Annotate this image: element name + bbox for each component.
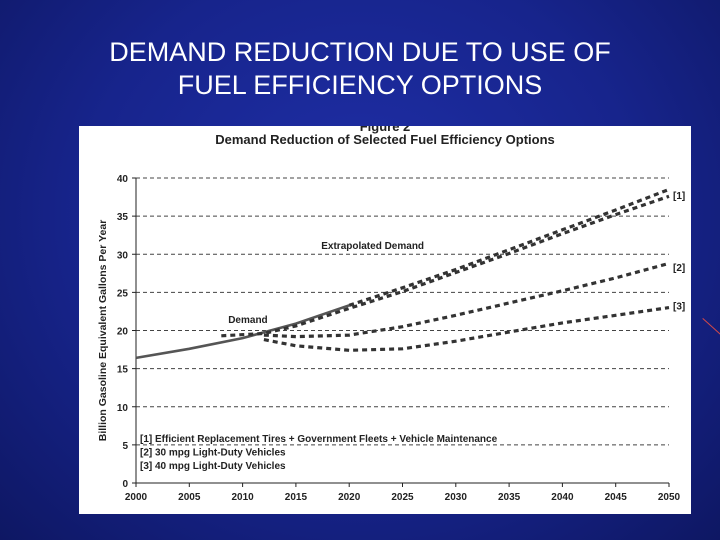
series-line-4: [263, 261, 670, 339]
y-tick-label-30: 30: [117, 250, 129, 261]
x-tick-label-2020: 2020: [338, 492, 361, 503]
annotation-2: Extrapolated Demand: [321, 241, 424, 252]
legend-entry-2: [2] 30 mpg Light-Duty Vehicles: [140, 448, 286, 459]
x-tick-label-2035: 2035: [498, 492, 521, 503]
x-tick-label-2025: 2025: [391, 492, 414, 503]
x-tick-label-2015: 2015: [285, 492, 308, 503]
x-tick-label-2050: 2050: [658, 492, 681, 503]
series-line-2: [348, 187, 670, 307]
x-tick-label-2040: 2040: [551, 492, 574, 503]
chart-figure: Figure 2 Demand Reduction of Selected Fu…: [79, 126, 691, 514]
x-tick-label-2000: 2000: [125, 492, 148, 503]
slide-title: DEMAND REDUCTION DUE TO USE OF FUEL EFFI…: [0, 36, 720, 102]
series-end-label-3: [3]: [673, 301, 685, 312]
y-tick-label-35: 35: [117, 212, 129, 223]
series-end-label-2: [2]: [673, 263, 685, 274]
x-tick-label-2010: 2010: [231, 492, 254, 503]
y-tick-label-0: 0: [122, 479, 128, 490]
decorative-line: [702, 318, 720, 337]
figure-label: Figure 2: [359, 126, 411, 134]
legend-entry-3: [3] 40 mpg Light-Duty Vehicles: [140, 461, 286, 472]
x-tick-label-2030: 2030: [445, 492, 468, 503]
y-axis-label: Billion Gasoline Equivalent Gallons Per …: [97, 220, 109, 442]
chart-title: Demand Reduction of Selected Fuel Effici…: [215, 132, 555, 147]
series-line-1: [135, 304, 350, 360]
slide-title-line-1: DEMAND REDUCTION DUE TO USE OF: [109, 37, 611, 67]
legend-entry-1: [1] Efficient Replacement Tires + Govern…: [140, 434, 498, 445]
y-tick-label-10: 10: [117, 403, 129, 414]
series-line-3: [221, 194, 670, 338]
series-line-5: [263, 306, 670, 352]
y-tick-label-15: 15: [117, 365, 129, 376]
x-tick-label-2045: 2045: [605, 492, 628, 503]
series-end-label-1: [1]: [673, 191, 685, 202]
y-tick-label-20: 20: [117, 327, 129, 338]
slide-title-line-2: FUEL EFFICIENCY OPTIONS: [177, 70, 543, 100]
y-tick-label-40: 40: [117, 174, 129, 185]
y-tick-label-5: 5: [122, 441, 128, 452]
y-tick-label-25: 25: [117, 288, 129, 299]
annotation-1: Demand: [228, 315, 267, 326]
x-tick-label-2005: 2005: [178, 492, 201, 503]
